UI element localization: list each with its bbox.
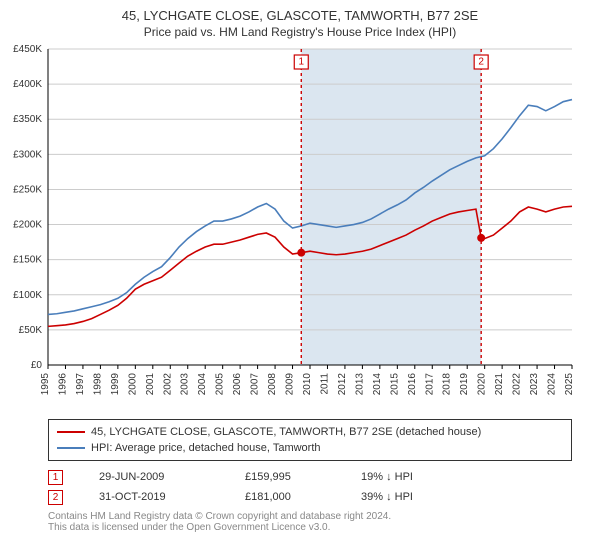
svg-text:2007: 2007 [250, 373, 261, 396]
legend-label-hpi: HPI: Average price, detached house, Tamw… [91, 442, 321, 454]
event-row-1: 1 29-JUN-2009 £159,995 19% ↓ HPI [48, 467, 572, 487]
event-row-2: 2 31-OCT-2019 £181,000 39% ↓ HPI [48, 487, 572, 507]
svg-text:2019: 2019 [459, 373, 470, 396]
legend-label-property: 45, LYCHGATE CLOSE, GLASCOTE, TAMWORTH, … [91, 426, 481, 438]
svg-text:2002: 2002 [162, 373, 173, 396]
footer-line2: This data is licensed under the Open Gov… [48, 522, 572, 533]
svg-text:1995: 1995 [40, 373, 51, 396]
svg-text:2004: 2004 [197, 373, 208, 396]
svg-text:£300K: £300K [13, 149, 42, 160]
svg-text:£250K: £250K [13, 184, 42, 195]
svg-text:1997: 1997 [75, 373, 86, 396]
svg-text:2025: 2025 [564, 373, 575, 396]
event-date-1: 29-JUN-2009 [99, 471, 209, 483]
chart-title-block: 45, LYCHGATE CLOSE, GLASCOTE, TAMWORTH, … [0, 0, 600, 43]
line-chart-svg: £0 £50K £100K £150K £200K £250K £300K £350K £400… [0, 43, 600, 413]
event-delta-1: 19% ↓ HPI [361, 471, 451, 483]
svg-text:£450K: £450K [13, 44, 42, 55]
svg-text:2018: 2018 [442, 373, 453, 396]
svg-text:2006: 2006 [232, 373, 243, 396]
svg-text:2021: 2021 [494, 373, 505, 396]
svg-text:2010: 2010 [302, 373, 313, 396]
svg-text:2017: 2017 [424, 373, 435, 396]
chart-area: £0 £50K £100K £150K £200K £250K £300K £350K £400… [0, 43, 600, 413]
svg-text:2014: 2014 [372, 373, 383, 396]
event-price-2: £181,000 [245, 491, 325, 503]
legend-row-hpi: HPI: Average price, detached house, Tamw… [57, 440, 563, 456]
svg-text:2013: 2013 [354, 373, 365, 396]
footer-line1: Contains HM Land Registry data © Crown c… [48, 511, 572, 522]
svg-text:2015: 2015 [389, 373, 400, 396]
svg-text:2011: 2011 [319, 373, 330, 395]
svg-text:£200K: £200K [13, 220, 42, 231]
event-date-2: 31-OCT-2019 [99, 491, 209, 503]
legend-row-property: 45, LYCHGATE CLOSE, GLASCOTE, TAMWORTH, … [57, 424, 563, 440]
svg-text:2022: 2022 [512, 373, 523, 396]
svg-text:2008: 2008 [267, 373, 278, 396]
svg-text:2016: 2016 [407, 373, 418, 396]
svg-text:2: 2 [478, 57, 484, 68]
svg-text:£150K: £150K [13, 255, 42, 266]
svg-text:£350K: £350K [13, 114, 42, 125]
event-delta-2: 39% ↓ HPI [361, 491, 451, 503]
svg-text:£400K: £400K [13, 79, 42, 90]
svg-text:2024: 2024 [547, 373, 558, 396]
svg-text:2003: 2003 [180, 373, 191, 396]
event-marker-1: 1 [48, 470, 63, 485]
svg-text:1998: 1998 [92, 373, 103, 396]
svg-text:£100K: £100K [13, 290, 42, 301]
legend-swatch-hpi [57, 447, 85, 449]
footer: Contains HM Land Registry data © Crown c… [48, 511, 572, 533]
svg-text:2023: 2023 [529, 373, 540, 396]
event-marker-2: 2 [48, 490, 63, 505]
svg-text:1: 1 [298, 57, 304, 68]
events-table: 1 29-JUN-2009 £159,995 19% ↓ HPI 2 31-OC… [48, 467, 572, 507]
legend: 45, LYCHGATE CLOSE, GLASCOTE, TAMWORTH, … [48, 419, 572, 461]
svg-text:1999: 1999 [110, 373, 121, 396]
svg-text:2005: 2005 [215, 373, 226, 396]
legend-swatch-property [57, 431, 85, 433]
svg-text:2001: 2001 [145, 373, 156, 396]
svg-text:£0: £0 [31, 360, 43, 371]
svg-text:2012: 2012 [337, 373, 348, 396]
svg-text:2000: 2000 [127, 373, 138, 396]
chart-title-line2: Price paid vs. HM Land Registry's House … [0, 25, 600, 39]
svg-text:2009: 2009 [285, 373, 296, 396]
chart-title-line1: 45, LYCHGATE CLOSE, GLASCOTE, TAMWORTH, … [0, 8, 600, 23]
svg-text:2020: 2020 [477, 373, 488, 396]
svg-text:£50K: £50K [19, 325, 43, 336]
event-price-1: £159,995 [245, 471, 325, 483]
svg-text:1996: 1996 [57, 373, 68, 396]
